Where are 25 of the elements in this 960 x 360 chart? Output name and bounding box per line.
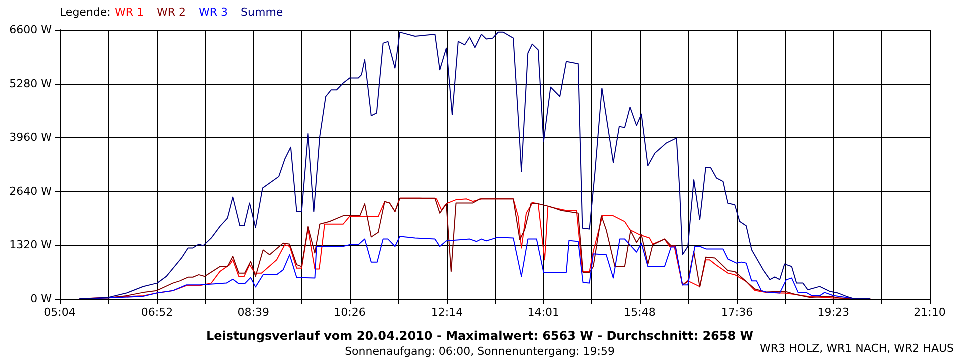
text: WR 1 xyxy=(115,6,144,19)
x-tick-label: 17:36 xyxy=(721,306,754,319)
x-tick-label: 10:26 xyxy=(334,306,366,319)
y-tick-label: 3960 W xyxy=(10,131,52,144)
y-tick-label: 1320 W xyxy=(10,238,52,252)
text: Summe xyxy=(241,6,284,19)
x-tick-label: 08:39 xyxy=(238,306,270,319)
text: Sonnenaufgang: 06:00, Sonnenuntergang: 19:59 xyxy=(345,345,615,358)
x-tick-label: 15:48 xyxy=(624,306,656,319)
x-tick-label: 05:04 xyxy=(44,306,76,319)
x-tick-label: 19:23 xyxy=(818,306,850,319)
x-tick-label: 21:10 xyxy=(914,306,946,319)
text: WR3 HOLZ, WR1 NACH, WR2 HAUS xyxy=(760,342,954,355)
y-tick-label: 5280 W xyxy=(10,77,52,90)
line-series xyxy=(80,32,871,300)
y-tick-label: 6600 W xyxy=(10,24,52,36)
text: WR 3 xyxy=(199,6,228,19)
legend-title: Legende: xyxy=(60,6,111,19)
x-tick-label: 06:52 xyxy=(141,306,174,319)
x-tick-label: 14:01 xyxy=(528,306,560,319)
text: Leistungsverlauf vom 20.04.2010 - Maximalwert: 6563 W - Durchschnitt: 2658 W xyxy=(206,329,754,343)
text: WR 2 xyxy=(157,6,186,19)
y-tick-label: 2640 W xyxy=(10,184,52,198)
x-tick-label: 12:14 xyxy=(431,306,464,319)
y-tick-label: 0 W xyxy=(30,292,52,306)
